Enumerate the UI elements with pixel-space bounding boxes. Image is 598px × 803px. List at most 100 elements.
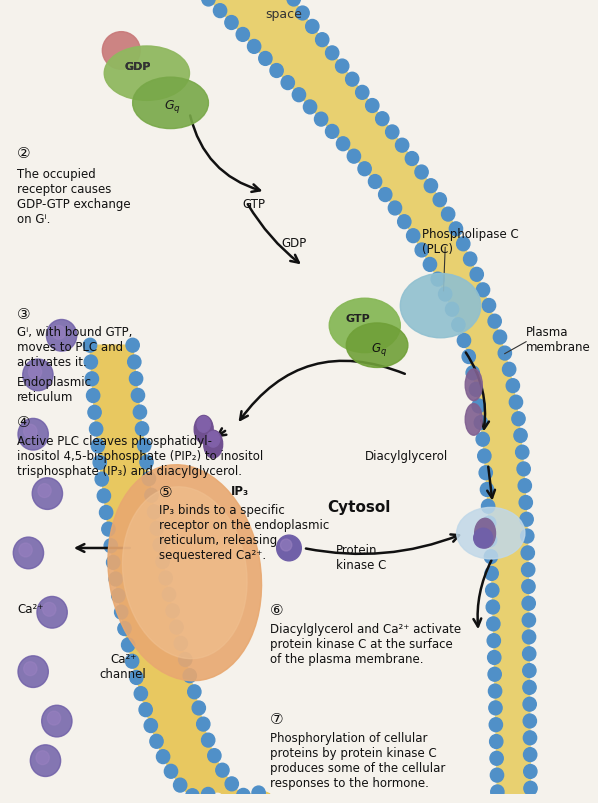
Circle shape [18,656,48,687]
Circle shape [474,528,493,548]
Circle shape [483,533,497,547]
Circle shape [52,326,65,340]
Ellipse shape [346,324,408,368]
Text: GDP: GDP [124,62,151,72]
Circle shape [522,580,535,593]
Circle shape [376,112,389,126]
Circle shape [486,601,499,614]
Circle shape [306,20,319,35]
Circle shape [509,396,523,410]
Circle shape [490,768,504,782]
Circle shape [202,0,215,7]
Circle shape [449,222,463,236]
Circle shape [102,523,115,536]
Circle shape [522,613,536,627]
Circle shape [37,597,67,628]
Circle shape [470,268,483,282]
Circle shape [479,467,492,480]
Circle shape [502,363,515,377]
Circle shape [24,662,37,676]
Ellipse shape [104,47,190,101]
Circle shape [225,777,239,791]
Circle shape [466,366,480,381]
Circle shape [29,365,42,379]
Circle shape [522,597,535,610]
Text: Diacylglycerol and Ca²⁺ activate
protein kinase C at the surface
of the plasma m: Diacylglycerol and Ca²⁺ activate protein… [270,622,461,666]
Circle shape [395,139,409,153]
Circle shape [519,496,532,510]
Circle shape [142,472,155,486]
Text: ③: ③ [17,306,30,321]
Circle shape [186,789,199,803]
Circle shape [236,28,249,43]
Circle shape [477,283,490,297]
Circle shape [126,654,139,668]
Circle shape [520,512,533,527]
Circle shape [523,714,536,728]
Text: Ca²⁺: Ca²⁺ [17,602,44,616]
Circle shape [83,339,97,353]
Circle shape [325,125,338,139]
Circle shape [93,456,106,470]
Circle shape [126,339,139,353]
Circle shape [270,64,283,79]
Circle shape [316,34,329,47]
Circle shape [157,750,170,764]
Circle shape [488,667,501,681]
Text: Ca²⁺
channel: Ca²⁺ channel [100,652,147,680]
Circle shape [457,334,471,348]
Circle shape [150,735,163,748]
Circle shape [225,17,238,31]
Circle shape [433,194,447,207]
Circle shape [90,422,103,436]
Circle shape [140,455,153,469]
Circle shape [13,537,44,569]
Circle shape [476,433,489,446]
Ellipse shape [465,369,482,401]
Circle shape [493,331,507,344]
Circle shape [356,86,369,100]
Circle shape [517,463,530,476]
Circle shape [95,473,108,487]
Circle shape [474,416,487,430]
Circle shape [489,684,502,698]
Circle shape [315,113,328,127]
Circle shape [153,538,166,552]
Circle shape [423,259,437,272]
Circle shape [457,238,470,251]
Circle shape [487,650,501,665]
Circle shape [192,701,206,715]
Circle shape [379,189,392,202]
Circle shape [277,536,301,561]
Circle shape [480,483,493,497]
Circle shape [19,544,32,557]
Circle shape [170,621,183,634]
Circle shape [144,719,157,732]
Text: GTP: GTP [346,313,371,323]
Circle shape [438,287,452,302]
Circle shape [514,429,527,442]
Text: GDP: GDP [124,62,151,72]
Circle shape [463,253,477,267]
Text: IP₃ binds to a specific
receptor on the endoplasmic
reticulum, releasing
sequest: IP₃ binds to a specific receptor on the … [159,503,329,562]
Circle shape [407,230,420,243]
Circle shape [424,180,438,194]
Circle shape [431,273,444,287]
Circle shape [490,752,504,765]
Ellipse shape [206,432,220,447]
Circle shape [523,664,536,678]
Circle shape [134,687,148,701]
Polygon shape [209,0,530,794]
Ellipse shape [329,299,400,353]
Text: ⑦: ⑦ [270,711,283,726]
Circle shape [489,701,502,715]
Text: GDP: GDP [281,237,306,250]
Circle shape [148,505,161,519]
Circle shape [252,786,266,800]
Polygon shape [90,346,270,797]
Ellipse shape [475,519,496,548]
Circle shape [524,781,537,795]
Circle shape [524,764,537,778]
Circle shape [335,60,349,74]
Circle shape [121,638,135,652]
